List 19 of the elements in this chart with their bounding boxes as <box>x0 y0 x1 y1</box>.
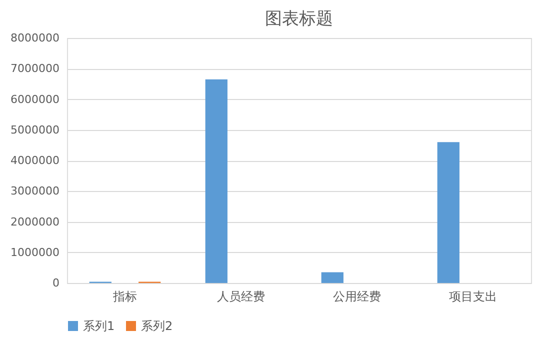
y-tick-label: 7000000 <box>10 62 60 76</box>
y-tick-label: 1000000 <box>10 246 60 259</box>
y-tick-label: 5000000 <box>10 123 60 136</box>
bar <box>321 272 344 283</box>
x-tick-label: 项目支出 <box>449 290 497 304</box>
bar <box>437 142 460 283</box>
legend-label: 系列2 <box>141 319 173 333</box>
y-tick-label: 3000000 <box>10 184 60 198</box>
x-tick-label: 公用经费 <box>333 290 381 304</box>
y-tick-label: 0 <box>52 276 60 290</box>
y-tick-label: 8000000 <box>10 32 60 44</box>
x-tick-label: 指标 <box>112 290 137 304</box>
y-tick-label: 6000000 <box>10 92 60 106</box>
legend-label: 系列1 <box>83 319 115 333</box>
x-tick-label: 人员经费 <box>217 290 265 304</box>
bar <box>205 79 228 283</box>
y-tick-label: 4000000 <box>10 154 60 167</box>
y-tick-label: 2000000 <box>10 215 60 228</box>
chart-title: 图表标题 <box>265 9 333 29</box>
